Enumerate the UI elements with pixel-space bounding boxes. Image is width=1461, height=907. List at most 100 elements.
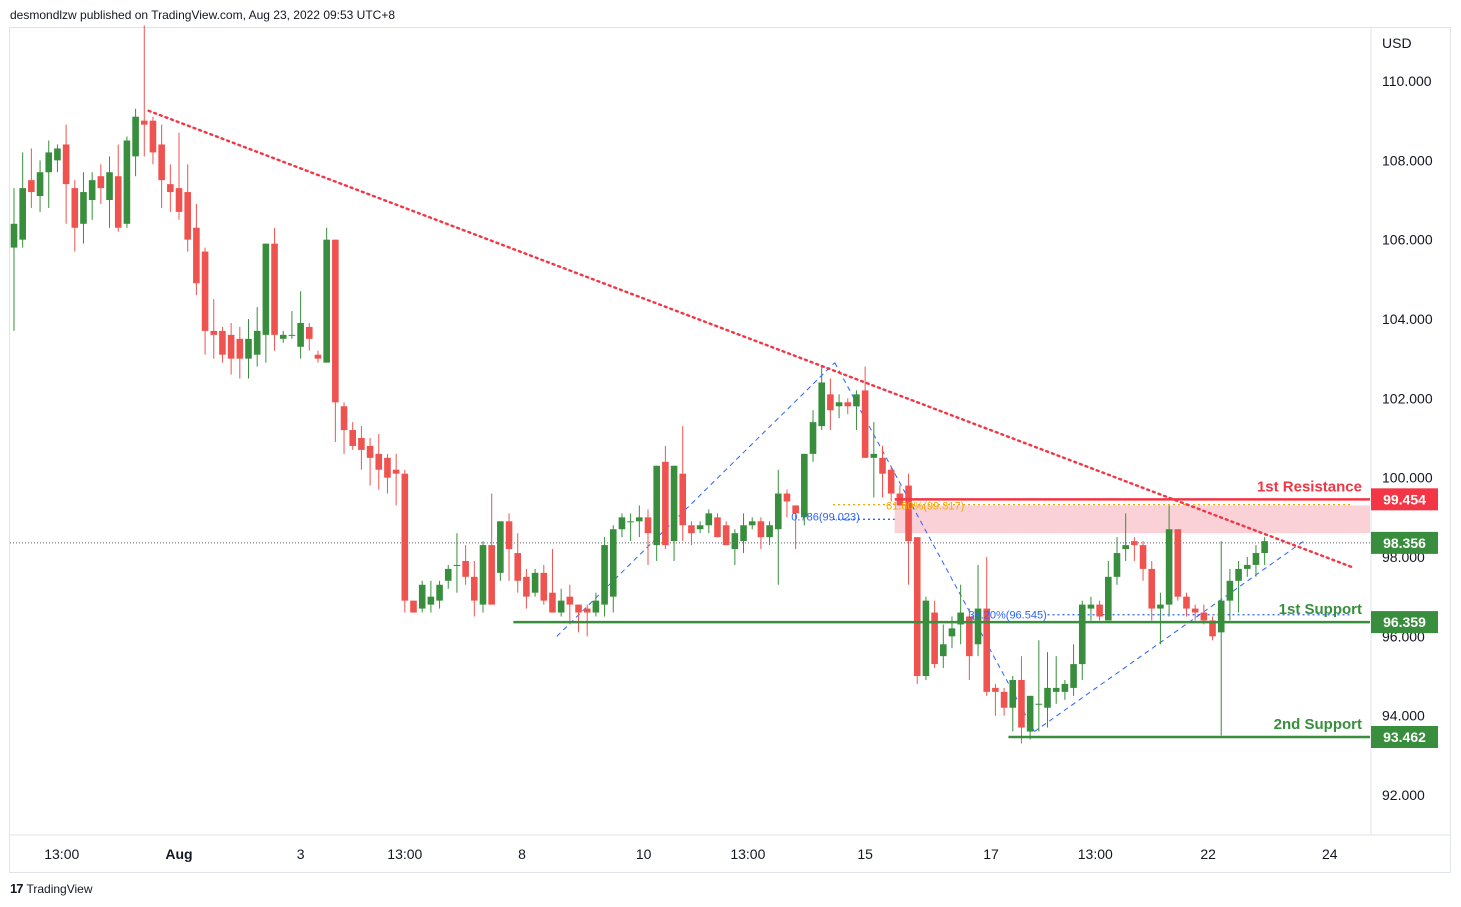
x-tick-label: 3 xyxy=(297,846,305,862)
fib-leg-2 xyxy=(1034,540,1305,732)
candle-body xyxy=(566,596,574,605)
candle-body xyxy=(158,144,165,181)
candle-body xyxy=(1000,691,1008,708)
candle-body xyxy=(557,600,565,613)
candle-body xyxy=(462,560,469,577)
candle-body xyxy=(913,537,921,676)
candle-body xyxy=(1261,541,1268,554)
candle-body xyxy=(340,406,348,431)
candle-body xyxy=(314,354,322,359)
candle-body xyxy=(1009,679,1017,708)
currency-label: USD xyxy=(1382,35,1412,51)
candle-body xyxy=(887,469,895,494)
candle-body xyxy=(323,239,330,363)
candle-body xyxy=(731,533,739,550)
candle-body xyxy=(905,485,912,542)
candle-body xyxy=(575,604,582,613)
candle-body xyxy=(1174,529,1182,597)
footer-brand-name: TradingView xyxy=(26,881,93,896)
y-tick-label: 106.000 xyxy=(1382,232,1433,248)
candle-body xyxy=(201,251,209,331)
footer-brand[interactable]: 17 TradingView xyxy=(10,881,93,896)
x-tick-label: 13:00 xyxy=(387,846,422,862)
candle-body xyxy=(592,600,600,613)
candle-body xyxy=(514,553,522,581)
candle-body xyxy=(1113,553,1121,577)
fib-leg-1 xyxy=(834,362,1035,732)
candle-body xyxy=(835,402,843,407)
candle-body xyxy=(609,529,617,597)
fib-annotation-0: 0.786(99.023) xyxy=(791,512,860,524)
candle-body xyxy=(531,572,539,593)
candle-body xyxy=(62,144,70,185)
candle-body xyxy=(861,390,869,458)
x-tick-label: 13:00 xyxy=(730,846,765,862)
candle-body xyxy=(939,644,947,657)
candle-body xyxy=(722,525,730,546)
candle-body xyxy=(1235,568,1242,581)
candle-body xyxy=(662,461,669,546)
candle-body xyxy=(436,584,443,601)
level-badge-text-2: 93.462 xyxy=(1383,729,1426,745)
candle-body xyxy=(28,180,35,193)
x-tick-label: 15 xyxy=(857,846,873,862)
candle-body xyxy=(549,592,556,613)
candle-body xyxy=(540,572,548,601)
last-price-badge-text: 98.356 xyxy=(1383,535,1426,551)
candle-body xyxy=(809,422,817,454)
candle-body xyxy=(983,608,991,692)
candle-body xyxy=(705,513,713,526)
candle-body xyxy=(488,545,495,605)
price-axis[interactable]: USD 110.000 108.000 106.000 104.000 102.000 1… xyxy=(10,28,1450,836)
candle-body xyxy=(88,180,96,200)
candle-body xyxy=(401,473,409,601)
candle-body xyxy=(879,457,886,474)
candle-body xyxy=(123,140,131,224)
tradingview-logo-icon: 17 xyxy=(10,881,24,896)
candle-body xyxy=(184,192,191,240)
candle-body xyxy=(740,525,747,542)
candle-body xyxy=(1200,612,1208,621)
candle-body xyxy=(1131,541,1138,546)
candle-body xyxy=(358,438,365,450)
candle-body xyxy=(375,453,383,470)
y-tick-label: 94.000 xyxy=(1382,708,1425,724)
candle-body xyxy=(453,564,461,566)
fib-annotation-1: 61.80%(99.317) xyxy=(886,500,964,512)
candle-body xyxy=(236,338,244,359)
level-badge-0 xyxy=(1371,488,1438,511)
x-tick-label: 17 xyxy=(983,846,999,862)
candle-body xyxy=(1165,529,1173,605)
candle-body xyxy=(757,521,765,538)
time-axis[interactable]: 13:00 Aug 3 13:00 8 10 13:00 15 17 13:00 22 24 xyxy=(44,846,1338,862)
resistance-label: 1st Resistance xyxy=(1257,478,1362,495)
candle-body xyxy=(106,172,113,200)
candle-body xyxy=(140,120,148,125)
candle-body xyxy=(444,568,452,581)
candle-body xyxy=(349,430,357,446)
x-tick-label: 22 xyxy=(1200,846,1216,862)
candle-body xyxy=(1061,683,1069,692)
last-price-badge xyxy=(1371,531,1438,554)
support-label-1: 1st Support xyxy=(1279,601,1362,618)
candle-body xyxy=(10,223,18,248)
candle-body xyxy=(1018,679,1025,728)
candle-body xyxy=(922,600,930,676)
candles-layer xyxy=(10,25,1268,744)
candle-body xyxy=(175,188,183,212)
candle-body xyxy=(818,382,826,427)
candle-body xyxy=(974,608,982,645)
price-badges-layer: 99.454 96.359 93.462 98.356 xyxy=(1371,488,1438,749)
fib-annotation-2: 38.20%(96.545) xyxy=(968,610,1046,622)
candle-body xyxy=(1122,545,1129,550)
level-badge-text-1: 96.359 xyxy=(1383,614,1426,630)
candle-body xyxy=(696,525,704,530)
candle-body xyxy=(1105,576,1112,621)
candle-body xyxy=(618,517,626,530)
candle-body xyxy=(766,525,773,538)
candle-body xyxy=(1139,545,1147,569)
descending-trendline xyxy=(147,109,1353,569)
candle-body xyxy=(1087,604,1095,609)
candle-body xyxy=(1243,564,1251,569)
